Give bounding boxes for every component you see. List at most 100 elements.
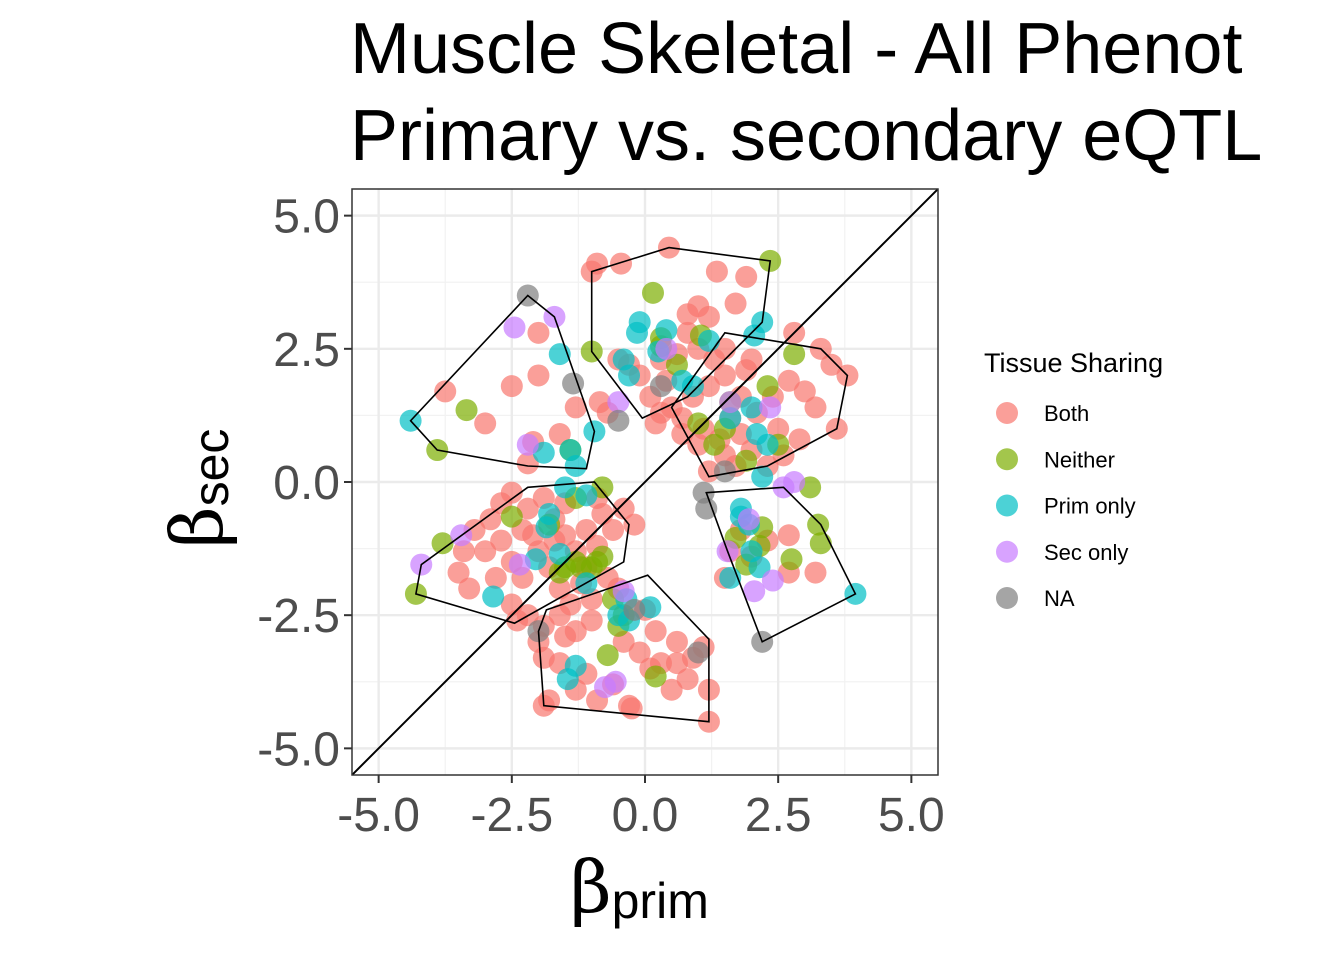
legend-key-na (996, 587, 1018, 609)
point-both (644, 620, 667, 643)
point-prim-only (564, 455, 587, 478)
point-both (516, 452, 539, 475)
point-prim-only (719, 407, 742, 430)
point-sec-only (783, 471, 806, 493)
y-tick-label: 2.5 (273, 324, 340, 377)
point-both (602, 518, 625, 541)
point-neither (548, 561, 571, 584)
point-neither (783, 343, 806, 366)
legend-key-prim-only (996, 494, 1018, 517)
point-prim-only (751, 465, 774, 488)
point-na (713, 460, 736, 483)
identity-reference-line (352, 189, 938, 775)
x-tick-label: 0.0 (612, 789, 679, 842)
y-tick-label: 0.0 (273, 457, 340, 510)
point-prim-only (748, 556, 771, 579)
legend-key-neither (996, 448, 1018, 471)
point-prim-only (697, 329, 720, 352)
point-both (660, 678, 683, 701)
point-both (665, 652, 688, 675)
point-sec-only (516, 433, 539, 456)
hull-polygon (537, 574, 710, 723)
point-both (612, 497, 635, 520)
point-both (474, 540, 497, 563)
x-tick-label: -2.5 (470, 789, 553, 842)
point-both (479, 508, 502, 531)
point-prim-only (671, 369, 694, 392)
point-sec-only (655, 337, 678, 360)
legend-entries: Both Neither Prim only Sec only NA (996, 401, 1136, 611)
point-both (804, 561, 827, 584)
point-both (490, 529, 513, 552)
point-both (447, 561, 470, 584)
point-both (506, 609, 529, 632)
point-both (676, 303, 699, 326)
legend-label-both: Both (1044, 401, 1089, 426)
legend-label-sec-only: Sec only (1044, 540, 1128, 565)
point-na (607, 409, 630, 432)
point-na (649, 375, 672, 398)
point-both (620, 697, 643, 720)
point-sec-only (743, 580, 766, 603)
point-prim-only (743, 324, 766, 347)
point-na (687, 641, 710, 664)
point-sec-only (759, 396, 782, 419)
point-both (687, 433, 710, 456)
point-neither (809, 532, 832, 555)
chart-title-line-1: Muscle Skeletal - All Phenot (350, 9, 1242, 89)
point-both (580, 609, 603, 632)
point-prim-only (628, 311, 651, 334)
y-tick-label: -5.0 (257, 723, 340, 776)
point-neither (735, 449, 758, 472)
point-prim-only (548, 542, 571, 565)
x-axis-ticks: -5.0 -2.5 0.0 2.5 5.0 (337, 775, 945, 842)
hull-polygons (409, 246, 857, 723)
y-axis-symbol: β (155, 506, 239, 548)
point-neither (641, 281, 664, 304)
point-prim-only (535, 516, 558, 539)
y-tick-label: -2.5 (257, 590, 340, 643)
legend-key-sec-only (996, 540, 1018, 563)
point-sec-only (503, 316, 526, 339)
x-axis-symbol: β (570, 845, 612, 929)
point-both (527, 321, 550, 344)
point-neither (591, 545, 614, 568)
point-both (628, 641, 651, 664)
point-sec-only (719, 391, 742, 414)
point-both (527, 364, 550, 387)
point-both (474, 412, 497, 435)
x-axis-subscript: prim (612, 873, 709, 929)
point-both (458, 577, 481, 600)
point-prim-only (556, 668, 579, 691)
point-both (735, 265, 758, 288)
point-both (697, 305, 720, 328)
y-axis-label: βsec (155, 429, 239, 548)
y-axis-ticks: -5.0 -2.5 0.0 2.5 5.0 (257, 191, 352, 776)
data-points (399, 236, 867, 733)
point-neither (431, 532, 454, 555)
legend-label-na: NA (1044, 586, 1075, 611)
point-both (788, 428, 811, 451)
x-axis-label: βprim (570, 845, 709, 929)
legend-key-both (996, 402, 1018, 424)
point-both (554, 625, 577, 648)
point-both (500, 375, 523, 398)
point-sec-only (737, 508, 760, 531)
point-both (777, 369, 800, 392)
point-both (793, 380, 816, 403)
point-both (705, 260, 728, 283)
point-both (804, 396, 827, 419)
point-neither (455, 399, 478, 422)
point-na (623, 598, 646, 621)
point-prim-only (745, 423, 768, 446)
point-sec-only (604, 670, 627, 693)
point-prim-only (482, 585, 505, 608)
point-sec-only (508, 553, 531, 576)
point-sec-only (761, 569, 784, 592)
y-tick-label: 5.0 (273, 191, 340, 244)
point-neither (644, 665, 667, 688)
point-both (434, 380, 457, 403)
legend-title: Tissue Sharing (984, 348, 1163, 378)
point-neither (703, 433, 726, 456)
